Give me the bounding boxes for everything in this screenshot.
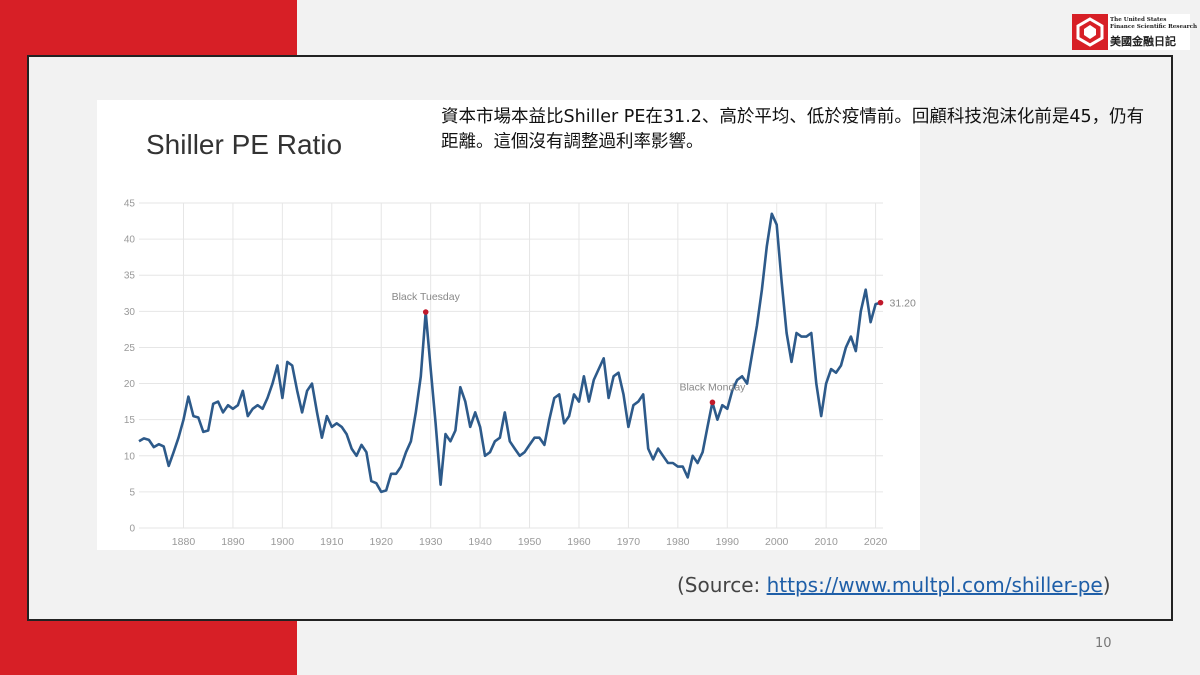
x-tick-label: 1960 <box>567 536 591 548</box>
annotation-marker <box>422 309 429 315</box>
x-tick-label: 1970 <box>617 536 641 548</box>
x-tick-label: 1890 <box>221 536 245 548</box>
source-prefix: (Source: <box>677 573 767 597</box>
annotation-label: Black Monday <box>679 381 746 393</box>
x-tick-label: 1880 <box>172 536 196 548</box>
x-tick-label: 2010 <box>814 536 838 548</box>
x-tick-label: 2020 <box>864 536 888 548</box>
x-tick-label: 1940 <box>468 536 492 548</box>
series-line-shiller-pe <box>138 212 881 494</box>
x-tick-label: 1910 <box>320 536 344 548</box>
y-tick-label: 15 <box>124 415 136 426</box>
logo-mark-icon <box>1072 14 1108 50</box>
annotation-marker <box>877 299 884 306</box>
source-suffix: ) <box>1102 573 1111 597</box>
annotation-label: 31.20 <box>890 298 916 310</box>
slide-note: 資本市場本益比Shiller PE在31.2、高於平均、低於疫情前。回顧科技泡沫… <box>441 107 1145 152</box>
shiller-pe-chart: 0 5 10 15 20 25 30 35 40 45 1880 1890 1900 1910 1920 19… <box>124 199 916 549</box>
source-citation: (Source: https://www.multpl.com/shiller-… <box>677 573 1111 597</box>
y-tick-label: 30 <box>124 307 136 318</box>
logo-english-text: The United States Finance Scientific Res… <box>1110 17 1198 30</box>
y-tick-label: 40 <box>124 235 136 246</box>
annotation-marker <box>709 399 716 406</box>
annotation-label: Black Tuesday <box>392 291 461 303</box>
brand-logo: The United States Finance Scientific Res… <box>1072 14 1197 50</box>
x-tick-label: 1950 <box>518 536 542 548</box>
y-tick-label: 20 <box>124 379 136 390</box>
y-tick-label: 35 <box>124 271 136 282</box>
x-tick-label: 1920 <box>370 536 394 548</box>
y-tick-label: 25 <box>124 343 136 354</box>
x-tick-label: 1980 <box>666 536 690 548</box>
logo-chinese-text: 美國金融日記 <box>1110 35 1176 48</box>
y-tick-label: 5 <box>129 487 135 498</box>
y-tick-label: 0 <box>129 524 135 535</box>
chart-title: Shiller PE Ratio <box>146 129 343 160</box>
source-link[interactable]: https://www.multpl.com/shiller-pe <box>766 573 1103 597</box>
x-tick-label: 1990 <box>716 536 740 548</box>
chart-panel <box>97 100 920 550</box>
x-tick-label: 1900 <box>271 536 295 548</box>
page-number: 10 <box>1095 636 1112 651</box>
x-tick-label: 1930 <box>419 536 443 548</box>
x-tick-label: 2000 <box>765 536 789 548</box>
y-tick-label: 10 <box>124 451 136 462</box>
y-tick-label: 45 <box>124 199 136 210</box>
